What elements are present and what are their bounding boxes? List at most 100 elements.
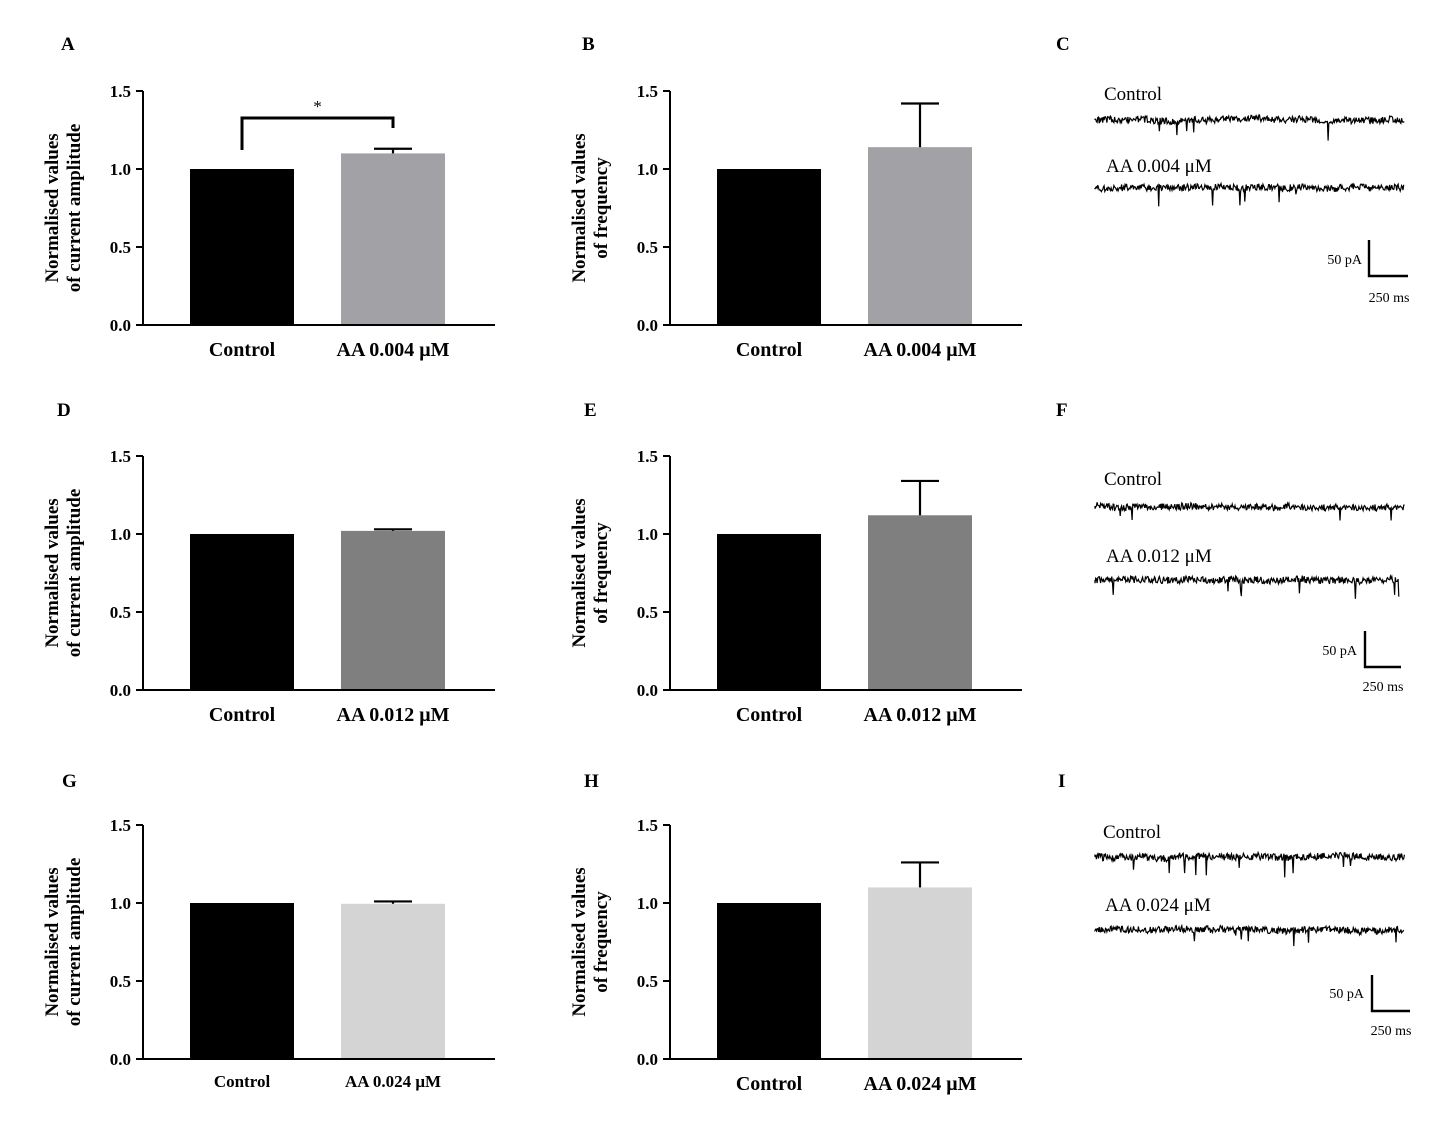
current-trace [1094, 850, 1405, 878]
scale-label-time: 250 ms [1369, 291, 1410, 306]
chart-panel-b: B 0.0 0.5 1.0 1.5 Control AA 0.004 μM Normalise… [569, 34, 1022, 361]
bar-control [190, 903, 294, 1059]
category-label: Control [736, 704, 803, 726]
trace-panel-i: I Control AA 0.024 μM 50 pA 250 ms [1058, 771, 1411, 1039]
y-tick-label: 0.0 [637, 681, 658, 700]
y-tick-label: 0.0 [637, 316, 658, 335]
y-axis-label: Normalised values of current amplitude [42, 124, 85, 293]
y-axis-label-line: Normalised values [569, 133, 590, 282]
category-label: AA 0.024 μM [345, 1072, 441, 1091]
y-axis-label-line: of frequency [591, 157, 612, 259]
trace-panel-f: F Control AA 0.012 μM 50 pA 250 ms [1056, 400, 1405, 695]
scale-label-time: 250 ms [1363, 680, 1404, 695]
bar-control [190, 534, 294, 690]
y-tick-label: 0.0 [110, 1050, 131, 1069]
panel-letter: F [1056, 400, 1068, 421]
bar-control [190, 169, 294, 325]
panel-letter: B [582, 34, 595, 55]
y-tick-label: 1.5 [637, 447, 658, 466]
y-tick-label: 1.0 [637, 894, 658, 913]
y-axis-label-line: of frequency [591, 891, 612, 993]
y-tick-label: 1.5 [637, 82, 658, 101]
y-axis-label-line: of current amplitude [64, 124, 85, 293]
scale-label-amplitude: 50 pA [1327, 253, 1363, 268]
chart-panel-a: A 0.0 0.5 1.0 1.5 Control AA 0.004 μM Normalise… [42, 34, 495, 361]
category-label: AA 0.004 μM [864, 339, 977, 361]
y-tick-label: 1.5 [637, 816, 658, 835]
bar-treatment [868, 515, 972, 690]
scale-label-time: 250 ms [1371, 1024, 1412, 1039]
trace-label: AA 0.024 μM [1105, 895, 1211, 916]
panel-letter: C [1056, 34, 1070, 55]
current-trace [1094, 573, 1400, 599]
y-tick-label: 0.0 [637, 1050, 658, 1069]
y-tick-label: 1.5 [110, 816, 131, 835]
panel-letter: G [62, 771, 77, 792]
y-axis-label-line: Normalised values [42, 498, 63, 647]
significance-bracket [240, 116, 395, 150]
trace-label: Control [1104, 469, 1162, 490]
trace-panel-c: C Control AA 0.004 μM 50 pA 250 ms [1056, 34, 1409, 306]
y-tick-label: 0.0 [110, 681, 131, 700]
y-tick-label: 0.5 [110, 972, 131, 991]
y-tick-label: 1.0 [110, 160, 131, 179]
y-tick-label: 1.5 [110, 82, 131, 101]
y-tick-label: 0.0 [110, 316, 131, 335]
trace-label: AA 0.012 μM [1106, 546, 1212, 567]
chart-panel-d: D 0.0 0.5 1.0 1.5 Control AA 0.012 μM Normalise… [42, 400, 495, 726]
y-tick-label: 1.0 [110, 525, 131, 544]
panel-letter: H [584, 771, 599, 792]
trace-label: AA 0.004 μM [1106, 156, 1212, 177]
current-trace [1094, 114, 1405, 141]
category-label: Control [736, 339, 803, 361]
trace-label: Control [1103, 822, 1161, 843]
y-tick-label: 0.5 [637, 238, 658, 257]
scale-bar [1363, 631, 1401, 669]
current-trace [1094, 923, 1405, 947]
bar-treatment [868, 147, 972, 325]
y-axis-label-line: Normalised values [42, 867, 63, 1016]
y-tick-label: 1.0 [637, 525, 658, 544]
bar-control [717, 534, 821, 690]
y-tick-label: 1.5 [110, 447, 131, 466]
trace-label: Control [1104, 84, 1162, 105]
scale-bar [1367, 240, 1408, 278]
y-tick-label: 0.5 [637, 603, 658, 622]
bar-treatment [868, 887, 972, 1059]
panel-letter: D [57, 400, 71, 421]
y-axis-label: Normalised values of frequency [569, 867, 612, 1016]
chart-panel-e: E 0.0 0.5 1.0 1.5 Control AA 0.012 μM Normalise… [569, 400, 1022, 726]
y-axis-label-line: of frequency [591, 522, 612, 624]
y-axis-label-line: Normalised values [42, 133, 63, 282]
chart-panel-g: G 0.0 0.5 1.0 1.5 Control AA 0.024 μM Normalise… [42, 771, 495, 1091]
y-axis-label: Normalised values of frequency [569, 133, 612, 282]
y-tick-label: 0.5 [637, 972, 658, 991]
scale-label-amplitude: 50 pA [1329, 987, 1365, 1002]
y-tick-label: 0.5 [110, 603, 131, 622]
chart-panel-h: H 0.0 0.5 1.0 1.5 Control AA 0.024 μM Normalise… [569, 771, 1022, 1095]
category-label: Control [209, 704, 276, 726]
y-axis-label: Normalised values of frequency [569, 498, 612, 647]
category-label: Control [209, 339, 276, 361]
scale-label-amplitude: 50 pA [1322, 644, 1358, 659]
bar-control [717, 169, 821, 325]
y-tick-label: 1.0 [637, 160, 658, 179]
category-label: AA 0.024 μM [864, 1073, 977, 1095]
panel-letter: I [1058, 771, 1065, 792]
bar-control [717, 903, 821, 1059]
current-trace [1094, 501, 1405, 521]
y-axis-label-line: Normalised values [569, 498, 590, 647]
scale-bar [1370, 975, 1410, 1013]
panel-letter: E [584, 400, 597, 421]
category-label: Control [736, 1073, 803, 1095]
bar-treatment [341, 903, 445, 1059]
significance-label: * [313, 97, 322, 116]
y-axis-label-line: of current amplitude [64, 858, 85, 1027]
panel-letter: A [61, 34, 75, 55]
y-axis-label: Normalised values of current amplitude [42, 858, 85, 1027]
y-axis-label: Normalised values of current amplitude [42, 489, 85, 658]
bar-treatment [341, 530, 445, 690]
category-label: Control [214, 1072, 271, 1091]
category-label: AA 0.004 μM [337, 339, 450, 361]
